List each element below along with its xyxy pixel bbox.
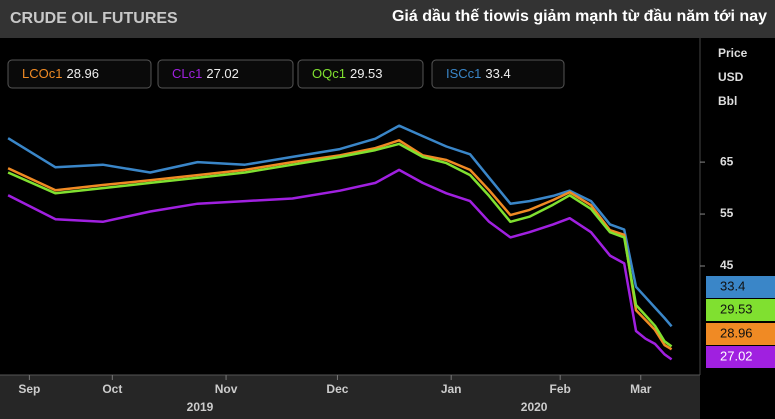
chart-title: CRUDE OIL FUTURES: [10, 10, 178, 27]
legend-item: CLc1 27.02: [157, 59, 294, 89]
year-label: 2020: [521, 400, 548, 414]
header-bar: [0, 0, 775, 38]
legend-item: OQc1 29.53: [297, 59, 424, 89]
last-value-label: 33.4: [720, 278, 745, 293]
legend-value: 27.02: [206, 66, 239, 81]
year-label: 2019: [187, 400, 214, 414]
legend-box: [297, 59, 424, 89]
last-value-label: 29.53: [720, 301, 753, 316]
legend-name: CLc1: [172, 66, 202, 81]
series-line: [7, 142, 673, 348]
y-tick-label: 55: [720, 206, 734, 220]
x-tick-label: Sep: [18, 382, 40, 396]
y-axis-label: USD: [718, 70, 744, 84]
legend-label: OQc1 29.53: [312, 66, 383, 81]
y-axis-label: Bbl: [718, 94, 737, 108]
legend-value: 29.53: [350, 66, 383, 81]
series-line: [7, 168, 673, 361]
legend-name: ISCc1: [446, 66, 481, 81]
legend-box: [431, 59, 565, 89]
x-axis-band: [0, 375, 700, 419]
x-tick-label: Nov: [215, 382, 238, 396]
x-tick-label: Jan: [441, 382, 462, 396]
legend-value: 28.96: [66, 66, 99, 81]
last-value-box: [706, 299, 775, 321]
last-value-label: 27.02: [720, 348, 753, 363]
x-tick-label: Feb: [550, 382, 571, 396]
x-tick-label: Mar: [630, 382, 652, 396]
x-tick-label: Dec: [326, 382, 348, 396]
legend-name: LCOc1: [22, 66, 62, 81]
legend-label: LCOc1 28.96: [22, 66, 99, 81]
legend-item: LCOc1 28.96: [7, 59, 152, 89]
legend-value: 33.4: [485, 66, 510, 81]
series-line: [7, 124, 673, 328]
legend-name: OQc1: [312, 66, 346, 81]
last-value-box: [706, 346, 775, 368]
last-value-box: [706, 276, 775, 298]
legend-box: [7, 59, 152, 89]
legend-label: CLc1 27.02: [172, 66, 239, 81]
y-axis-label: Price: [718, 46, 748, 60]
x-tick-label: Oct: [102, 382, 122, 396]
y-tick-label: 65: [720, 154, 734, 168]
last-value-box: [706, 323, 775, 345]
last-value-label: 28.96: [720, 325, 753, 340]
legend-label: ISCc1 33.4: [446, 66, 511, 81]
legend-item: ISCc1 33.4: [431, 59, 565, 89]
chart-subtitle: Giá dầu thế tiowis giảm mạnh từ đầu năm …: [392, 8, 767, 25]
y-tick-label: 45: [720, 258, 734, 272]
legend-box: [157, 59, 294, 89]
